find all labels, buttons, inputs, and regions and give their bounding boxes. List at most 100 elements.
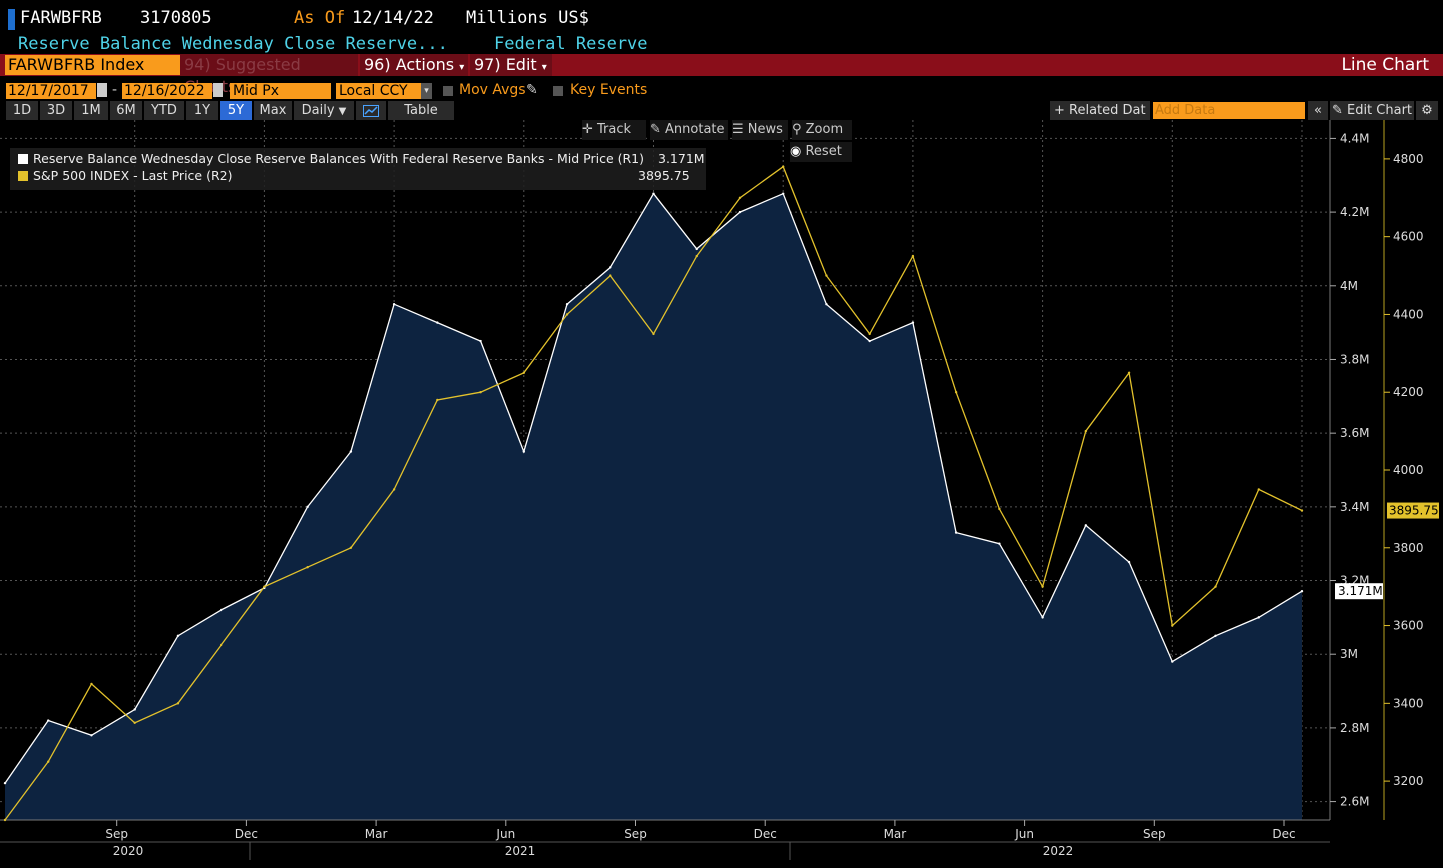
last-value-r1-label: 3.171M [1338,584,1383,598]
key-events-checkbox[interactable] [553,86,563,96]
r2-point [695,254,698,258]
annotate-label: Annotate [665,122,725,137]
r2-point [738,196,742,199]
table-button[interactable]: Table [388,101,454,120]
r2-point [868,332,871,336]
chart-type-label: Line Chart [1341,55,1429,75]
r1-tick-label: 3.8M [1340,352,1369,366]
last-value-r1-box [1335,583,1383,600]
r2-point [954,391,958,394]
gear-icon[interactable]: ⚙ [1416,101,1438,120]
magnifier-icon: ⚲ [792,122,806,137]
r2-point [306,566,309,569]
r2-point [90,682,93,686]
reserve-balance-area [5,193,1302,820]
edit-label: 97) Edit [474,55,537,74]
r1-point [47,719,50,722]
pencil-icon: ✎ [1331,103,1347,118]
range-1d-button[interactable]: 1D [6,101,38,120]
ticker-label: FARWBFRB [20,8,102,28]
currency-select[interactable]: Local CCY [336,83,423,99]
r1-tick-label: 2.6M [1340,795,1369,809]
key-events-label: Key Events [570,82,648,98]
range-max-button[interactable]: Max [254,101,292,120]
range-6m-button[interactable]: 6M [110,101,142,120]
x-tick-label: Sep [1143,827,1166,841]
zoom-button[interactable]: ⚲ Zoom [792,120,852,140]
range-1y-button[interactable]: 1Y [186,101,218,120]
r2-point [263,585,266,588]
x-axis: Sep Dec Mar Jun Sep Dec Mar Jun Sep Dec 2020 2021 20… [0,819,1330,860]
range-5y-button[interactable]: 5Y [220,101,252,120]
r2-point [436,398,439,402]
pencil-icon[interactable]: ✎ [526,82,538,98]
x-tick-label: Dec [235,827,258,841]
r1-point [998,542,1001,545]
r1-point [782,192,785,195]
chevron-down-icon[interactable]: ▾ [421,83,432,99]
r1-point [825,303,828,306]
news-button[interactable]: ☰ News [732,120,788,140]
annotate-button[interactable]: ✎ Annotate [650,120,728,140]
related-data-button[interactable]: + Related Dat [1050,101,1150,120]
r1-point [1214,634,1217,637]
price-field-select[interactable]: Mid Px [230,83,331,99]
reset-icon: ◉ [790,144,806,159]
actions-label: 96) Actions [364,55,455,74]
chart-style-button[interactable] [356,101,386,120]
mov-avgs-checkbox[interactable] [443,86,453,96]
range-ytd-button[interactable]: YTD [144,101,184,120]
reset-button[interactable]: ◉ Reset [790,142,852,162]
r1-point [1171,660,1174,663]
r2-tick-label: 4600 [1393,230,1424,244]
r2-tick-label: 4200 [1393,385,1424,399]
r2-point [349,546,353,549]
r1-tick-label: 4.2M [1340,205,1369,219]
mov-avgs-label: Mov Avgs [459,82,526,98]
r1-point [911,321,915,324]
r1-point [695,247,698,251]
last-value-markers: 3.171M 3895.75 [3,165,1439,822]
range-1m-button[interactable]: 1M [74,101,108,120]
calendar-icon[interactable] [213,83,223,97]
pen-icon: ✎ [650,122,666,137]
as-of-label: As Of [294,8,346,28]
r2-point [1300,509,1304,512]
start-date-input[interactable]: 12/17/2017 [6,83,96,99]
period-select[interactable]: Daily ▼ [294,101,354,120]
add-data-input[interactable]: Add Data [1153,102,1305,119]
x-tick-label: Mar [884,827,907,841]
edit-menu[interactable]: 97) Edit ▾ [470,54,552,76]
actions-menu[interactable]: 96) Actions ▾ [360,54,468,76]
suggested-charts-button[interactable]: 94) Suggested Charts [180,54,358,96]
news-icon: ☰ [732,122,748,137]
r1-point [868,339,871,343]
r1-point [176,634,180,637]
calendar-icon[interactable] [97,83,107,97]
r1-point [479,339,482,343]
r1-point [954,531,958,534]
x-tick-label: Sep [624,827,647,841]
range-3d-button[interactable]: 3D [40,101,72,120]
end-date-input[interactable]: 12/16/2022 [122,83,212,99]
collapse-icon[interactable]: « [1308,101,1328,120]
caret-down-icon: ▼ [338,106,347,117]
edit-chart-label: Edit Chart [1346,103,1413,118]
r1-point [1127,560,1131,564]
range-toolbar: 1D 3D 1M 6M YTD 1Y 5Y Max Daily ▼ Table … [0,101,1443,120]
r1-tick-label: 3.6M [1340,426,1369,440]
security-field[interactable]: FARWBFRB Index [5,55,180,75]
chart-area[interactable]: 2.6M 2.8M 3M 3.2M 3.4M 3.6M 3.8M 4M 4.2M 4.4M 320… [0,120,1443,864]
r1-point [219,608,223,612]
plus-icon: + [1054,103,1070,118]
r1-point [1084,524,1088,527]
track-button[interactable]: ✛ Track [582,120,646,140]
r1-point [738,210,742,214]
r2-axis: 3200 3400 3600 3800 4000 4200 4400 4600 4800 [1383,120,1424,820]
edit-chart-button[interactable]: ✎ Edit Chart [1330,101,1414,120]
r2-tick-label: 3600 [1393,619,1424,633]
related-data-label: Related Dat [1069,103,1146,118]
r2-point [1041,585,1044,588]
